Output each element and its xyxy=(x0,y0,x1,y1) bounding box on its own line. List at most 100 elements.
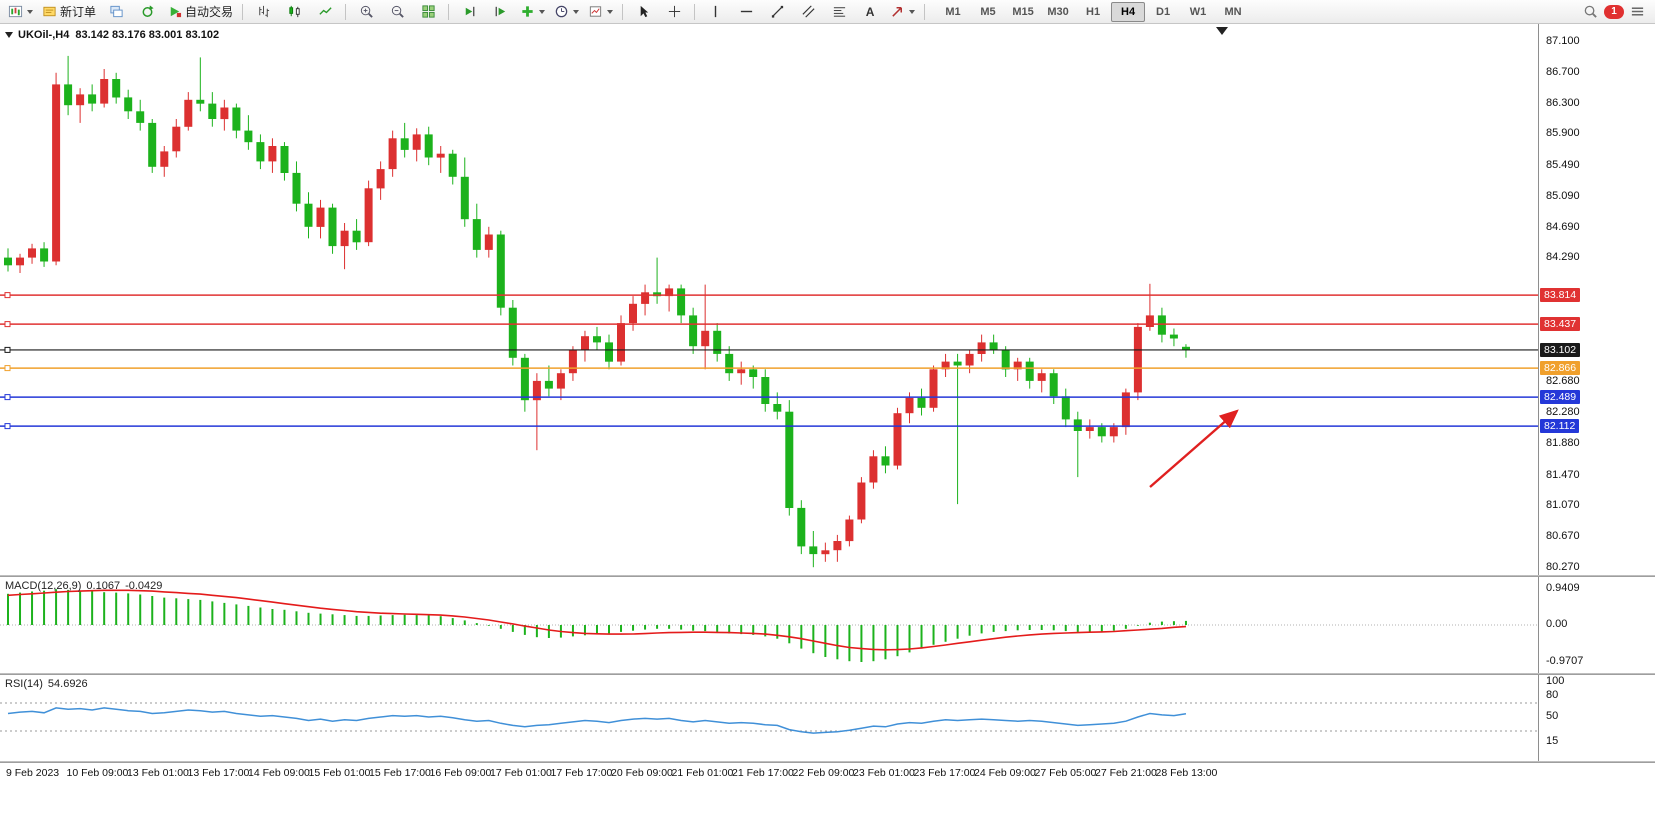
search-icon[interactable] xyxy=(1583,4,1598,19)
price-line-badge: 82.112 xyxy=(1540,419,1580,434)
time-axis[interactable]: 9 Feb 2023 10 Feb 09:00 13 Feb 01:00 13 Feb… xyxy=(0,763,1655,785)
toolbar-separator xyxy=(694,3,696,20)
new-chart-button[interactable] xyxy=(4,1,37,23)
chart-ohlc-values: 83.142 83.176 83.001 83.102 xyxy=(75,29,220,41)
text-tool-button[interactable]: A xyxy=(855,1,885,23)
auto-scroll-button[interactable] xyxy=(454,1,484,23)
tile-windows-button[interactable] xyxy=(413,1,443,23)
candles-icon xyxy=(288,5,300,18)
notification-badge[interactable]: 1 xyxy=(1604,4,1624,19)
timeframe-button-m5[interactable]: M5 xyxy=(980,5,996,18)
candle-chart-button[interactable] xyxy=(279,1,309,23)
auto-scroll-icon xyxy=(465,6,474,17)
time-axis-label: 27 Feb 21:00 xyxy=(1095,767,1157,779)
price-line-badge: 83.102 xyxy=(1540,342,1581,357)
menu-icon[interactable] xyxy=(1630,4,1645,19)
tile-grid-icon xyxy=(421,5,435,18)
pane-divider[interactable] xyxy=(0,761,1655,763)
zoom-in-button[interactable] xyxy=(351,1,381,23)
price-tick-label: 80.270 xyxy=(1546,560,1580,573)
crosshair-button[interactable] xyxy=(659,1,689,23)
macd-signal-value: -0.0429 xyxy=(125,580,163,592)
collapse-triangle-icon xyxy=(5,32,13,38)
chart-title: UKOil-,H4 83.142 83.176 83.001 83.102 xyxy=(5,29,219,41)
refresh-button[interactable] xyxy=(132,1,162,23)
rsi-scale-label: 15 xyxy=(1546,734,1559,747)
timeframe-button-w1[interactable]: W1 xyxy=(1189,5,1207,18)
line-chart-button[interactable] xyxy=(310,1,340,23)
rsi-scale-label: 100 xyxy=(1546,675,1565,687)
pane-divider[interactable] xyxy=(0,575,1655,577)
timeframe-button-d1[interactable]: D1 xyxy=(1156,5,1171,18)
toolbar: 新订单 自动交易 xyxy=(0,0,1655,24)
rsi-value: 54.6926 xyxy=(47,678,88,690)
timeframe-button-h4[interactable]: H4 xyxy=(1111,1,1146,22)
price-tick-label: 86.700 xyxy=(1546,65,1580,78)
bar-chart-button[interactable] xyxy=(248,1,278,23)
price-line-badge: 82.489 xyxy=(1540,390,1581,405)
timeframe-button-m30[interactable]: M30 xyxy=(1047,5,1069,18)
toolbar-right-cluster: 1 xyxy=(1583,4,1651,19)
price-tick-label: 82.680 xyxy=(1546,375,1580,388)
arrow-shape-icon xyxy=(892,7,903,17)
channel-icon xyxy=(802,5,815,18)
time-axis-label: 17 Feb 17:00 xyxy=(550,767,613,779)
macd-canvas[interactable]: MACD(12,26,9) 0.1067 -0.0429 xyxy=(0,577,1538,674)
caret-down-icon xyxy=(539,9,546,14)
horizontal-line-button[interactable] xyxy=(731,1,761,23)
rsi-canvas[interactable]: RSI(14) 54.6926 xyxy=(0,675,1538,762)
vertical-line-icon xyxy=(714,5,716,18)
time-axis-label: 23 Feb 01:00 xyxy=(853,767,915,779)
price-tick-label: 85.900 xyxy=(1546,127,1580,140)
timeframe-button-mn[interactable]: MN xyxy=(1224,5,1242,18)
chart-symbol-period: UKOil-,H4 xyxy=(18,29,70,41)
caret-down-icon xyxy=(909,9,916,14)
price-tick-label: 81.470 xyxy=(1546,468,1580,481)
period-button[interactable] xyxy=(550,1,583,23)
trendline-button[interactable] xyxy=(762,1,792,23)
price-tick-label: 87.100 xyxy=(1546,35,1580,47)
algo-trading-button[interactable]: 自动交易 xyxy=(163,1,237,23)
price-tick-label: 81.070 xyxy=(1546,499,1580,512)
text-tool-icon: A xyxy=(865,4,875,19)
time-axis-label: 9 Feb 2023 xyxy=(6,767,60,779)
crosshair-icon xyxy=(668,5,680,18)
timeframe-button-h1[interactable]: H1 xyxy=(1086,5,1101,18)
new-order-button[interactable]: 新订单 xyxy=(38,1,100,23)
indicators-button[interactable] xyxy=(516,1,549,23)
macd-scale-label: 0.00 xyxy=(1546,618,1568,630)
vertical-line-button[interactable] xyxy=(700,1,730,23)
chart-shift-button[interactable] xyxy=(485,1,515,23)
zoom-out-button[interactable] xyxy=(382,1,412,23)
cursor-icon xyxy=(640,5,648,18)
price-line-badge: 83.814 xyxy=(1540,288,1581,303)
toolbar-separator xyxy=(924,3,926,20)
cursor-button[interactable] xyxy=(628,1,658,23)
caret-down-icon xyxy=(607,9,614,14)
channel-button[interactable] xyxy=(793,1,823,23)
macd-name: MACD(12,26,9) xyxy=(5,580,82,592)
chart-shift-icon xyxy=(495,6,505,17)
windows-icon xyxy=(109,5,123,18)
time-axis-label: 22 Feb 09:00 xyxy=(792,767,855,779)
template-button[interactable] xyxy=(584,1,617,23)
timeframe-button-m1[interactable]: M1 xyxy=(945,5,961,18)
timeframe-button-m15[interactable]: M15 xyxy=(1012,5,1034,18)
toolbar-separator xyxy=(448,3,450,20)
price-scale[interactable]: 87.100 86.700 86.300 85.900 85.490 85.090 84.6… xyxy=(1538,24,1655,763)
price-tick-label: 86.300 xyxy=(1546,96,1580,109)
price-tick-label: 85.090 xyxy=(1546,189,1580,202)
price-tick-label: 82.280 xyxy=(1546,406,1580,419)
zoom-in-icon xyxy=(360,5,373,18)
fibonacci-button[interactable] xyxy=(824,1,854,23)
order-ticket-icon xyxy=(43,6,56,17)
pane-divider[interactable] xyxy=(0,673,1655,675)
macd-scale-label: 0.9409 xyxy=(1546,582,1580,595)
timeframe-toolbar: M1 M5 M15 M30 H1 H4 D1 W1 MN xyxy=(936,1,1250,22)
profiles-button[interactable] xyxy=(101,1,131,23)
macd-label: MACD(12,26,9) 0.1067 -0.0429 xyxy=(5,580,167,592)
rsi-scale-label: 50 xyxy=(1546,710,1559,722)
rsi-label: RSI(14) 54.6926 xyxy=(5,678,93,690)
arrows-tool-button[interactable] xyxy=(886,1,919,23)
chart-canvas[interactable]: UKOil-,H4 83.142 83.176 83.001 83.102 xyxy=(0,24,1538,576)
